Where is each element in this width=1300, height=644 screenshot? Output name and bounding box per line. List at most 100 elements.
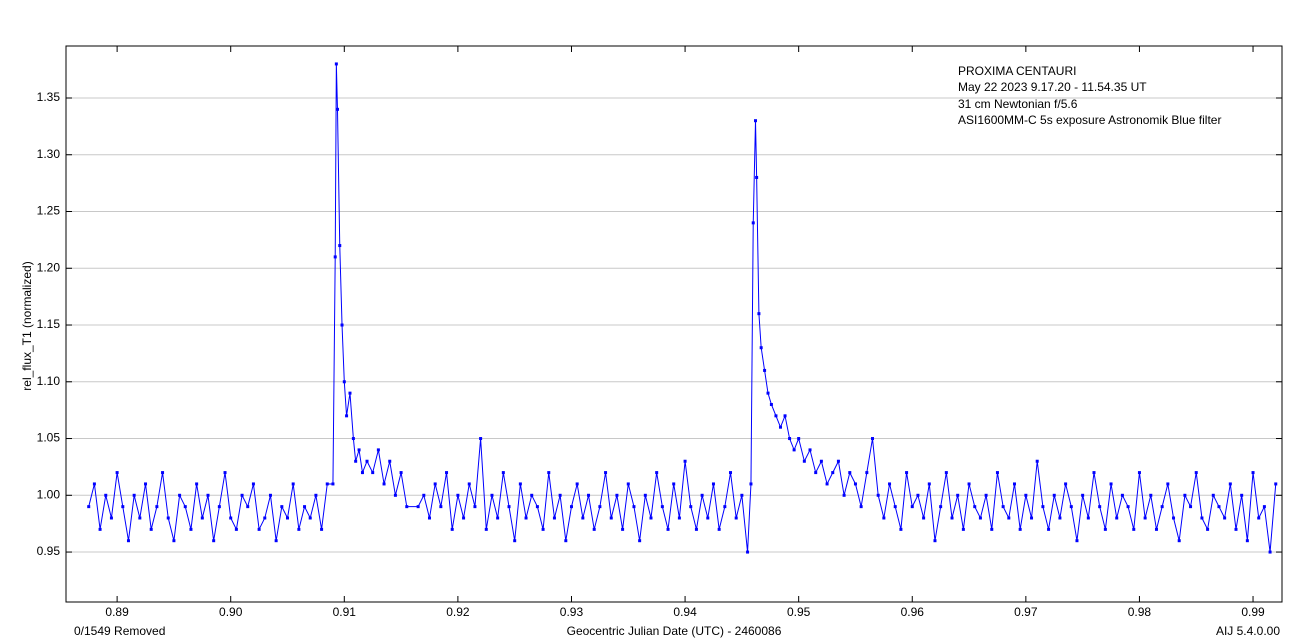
data-point xyxy=(950,516,954,520)
data-point xyxy=(234,527,238,531)
data-point xyxy=(1143,516,1147,520)
data-point xyxy=(348,391,352,395)
data-point xyxy=(354,459,358,463)
data-point xyxy=(882,516,886,520)
data-point xyxy=(1126,505,1130,509)
data-point xyxy=(189,527,193,531)
data-point xyxy=(626,482,630,486)
data-point xyxy=(746,550,750,554)
data-point xyxy=(138,516,142,520)
data-point xyxy=(335,107,339,111)
data-point xyxy=(1274,482,1278,486)
data-point xyxy=(178,493,182,497)
data-point xyxy=(1177,539,1181,543)
data-point xyxy=(513,539,517,543)
data-point xyxy=(547,471,551,475)
data-point xyxy=(479,437,483,441)
data-point xyxy=(655,471,659,475)
data-point xyxy=(340,323,344,327)
data-point xyxy=(1120,493,1124,497)
data-point xyxy=(439,505,443,509)
data-point xyxy=(1052,493,1056,497)
data-point xyxy=(518,482,522,486)
data-point xyxy=(609,516,613,520)
data-point xyxy=(161,471,165,475)
y-tick-label: 1.05 xyxy=(37,431,61,445)
data-point xyxy=(1228,482,1232,486)
data-point xyxy=(905,471,909,475)
data-point xyxy=(1030,516,1034,520)
data-point xyxy=(115,471,119,475)
data-point xyxy=(717,527,721,531)
data-point xyxy=(749,482,753,486)
y-tick-label: 1.00 xyxy=(37,487,61,501)
data-point xyxy=(723,505,727,509)
data-point xyxy=(212,539,216,543)
data-point xyxy=(155,505,159,509)
data-point xyxy=(229,516,233,520)
plot-frame xyxy=(65,45,1283,603)
data-point xyxy=(1075,539,1079,543)
data-point xyxy=(507,505,511,509)
data-point xyxy=(360,471,364,475)
data-point xyxy=(783,414,787,418)
data-point xyxy=(831,471,835,475)
data-point xyxy=(1007,516,1011,520)
x-tick-label: 0.97 xyxy=(1014,605,1038,619)
x-tick-label: 0.99 xyxy=(1241,605,1265,619)
data-point xyxy=(893,505,897,509)
data-point xyxy=(325,482,329,486)
data-point xyxy=(766,391,770,395)
data-point xyxy=(956,493,960,497)
data-point xyxy=(144,482,148,486)
annotation: May 22 2023 9.17.20 - 11.54.35 UT xyxy=(958,80,1147,94)
data-point xyxy=(490,493,494,497)
data-point xyxy=(778,425,782,429)
data-point xyxy=(763,368,767,372)
data-point xyxy=(1257,516,1261,520)
data-point xyxy=(291,482,295,486)
data-point xyxy=(1132,527,1136,531)
data-point xyxy=(842,493,846,497)
x-tick-label: 0.90 xyxy=(219,605,243,619)
x-tick-label: 0.89 xyxy=(105,605,129,619)
y-axis-label: rel_flux_T1 (normalized) xyxy=(20,261,34,390)
data-point xyxy=(621,527,625,531)
data-point xyxy=(754,119,758,123)
data-point xyxy=(1240,493,1244,497)
data-point xyxy=(467,482,471,486)
data-point xyxy=(92,482,96,486)
data-point xyxy=(388,459,392,463)
data-point xyxy=(1183,493,1187,497)
data-point xyxy=(666,527,670,531)
annotation: PROXIMA CENTAURI xyxy=(958,64,1076,78)
y-tick-label: 0.95 xyxy=(37,544,61,558)
x-tick-label: 0.91 xyxy=(333,605,357,619)
data-point xyxy=(405,505,409,509)
data-point xyxy=(604,471,608,475)
data-point xyxy=(1018,527,1022,531)
data-point xyxy=(98,527,102,531)
data-point xyxy=(501,471,505,475)
data-point xyxy=(1115,516,1119,520)
data-point xyxy=(1234,527,1238,531)
data-point xyxy=(649,516,653,520)
data-point xyxy=(995,471,999,475)
annotation: 31 cm Newtonian f/5.6 xyxy=(958,97,1078,111)
data-point xyxy=(351,437,355,441)
data-point xyxy=(1092,471,1096,475)
data-point xyxy=(552,516,556,520)
data-point xyxy=(984,493,988,497)
data-point xyxy=(990,527,994,531)
data-point xyxy=(1109,482,1113,486)
data-point xyxy=(581,516,585,520)
y-tick-label: 1.15 xyxy=(37,317,61,331)
data-point xyxy=(473,505,477,509)
data-point xyxy=(240,493,244,497)
data-point xyxy=(87,505,91,509)
data-point xyxy=(706,516,710,520)
data-point xyxy=(496,516,500,520)
x-tick-label: 0.96 xyxy=(901,605,925,619)
